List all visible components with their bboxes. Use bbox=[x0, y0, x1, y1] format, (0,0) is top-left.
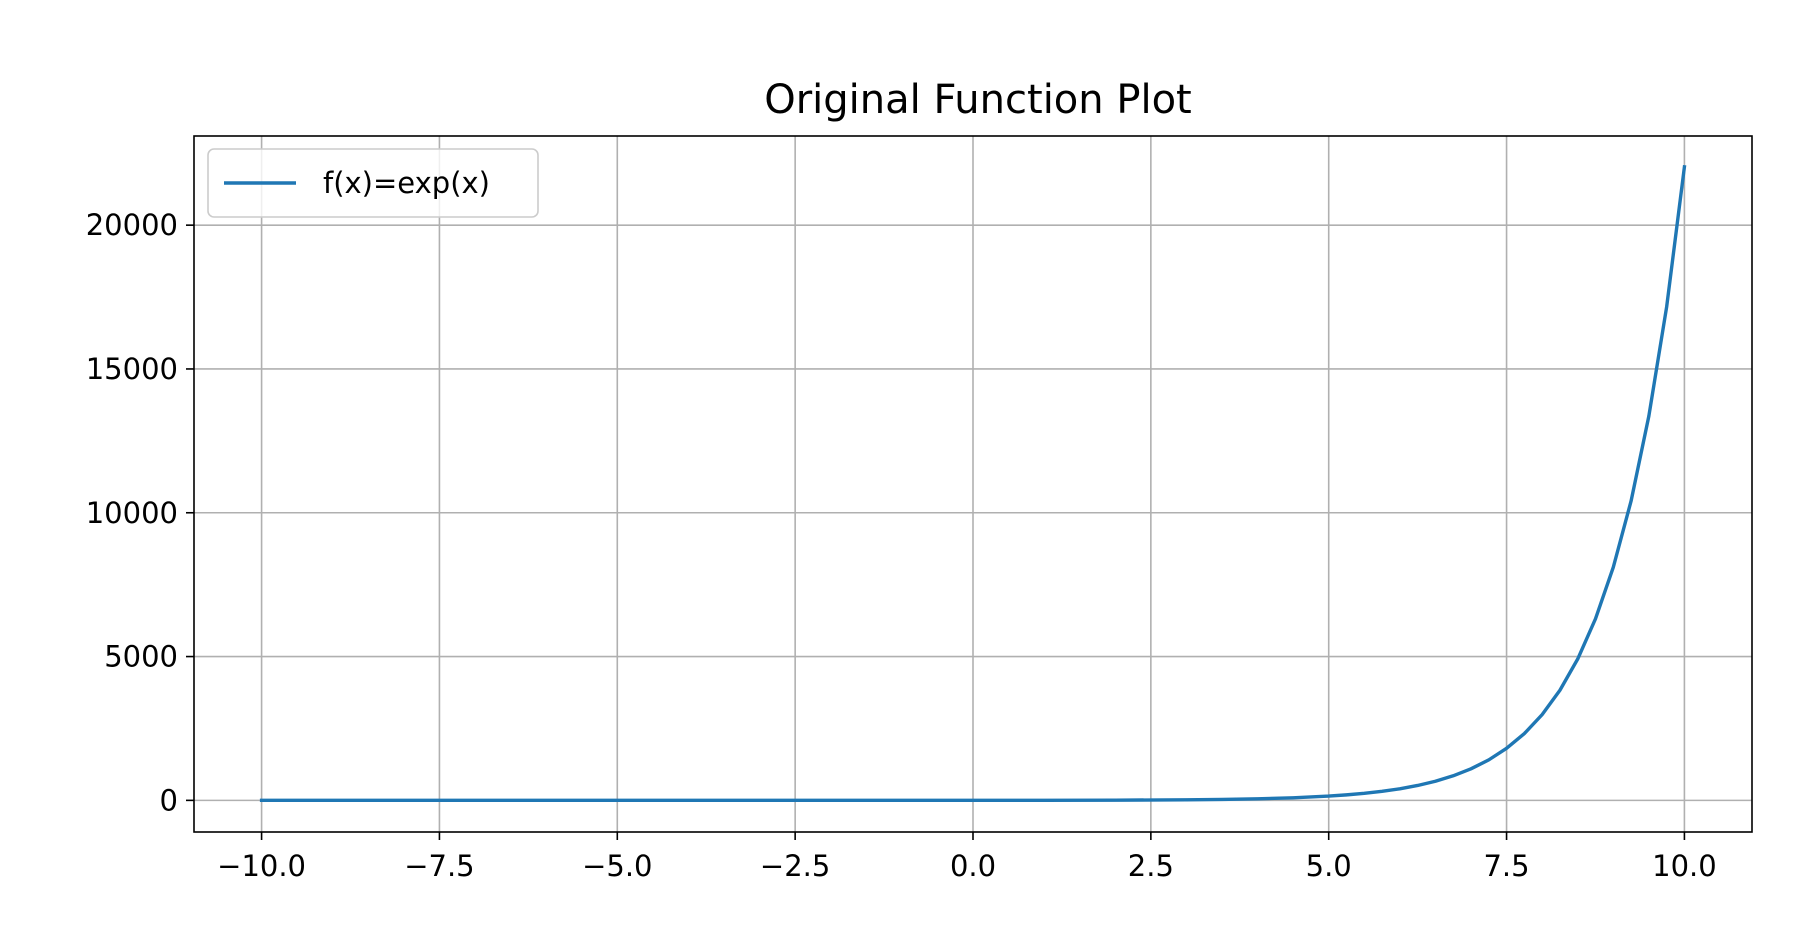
x-tick-label: 10.0 bbox=[1652, 849, 1717, 883]
x-tick-label: 7.5 bbox=[1483, 849, 1529, 883]
chart-title: Original Function Plot bbox=[764, 77, 1191, 123]
legend-label: f(x)=exp(x) bbox=[323, 166, 490, 200]
x-tick-label: 5.0 bbox=[1306, 849, 1352, 883]
x-tick-label: −7.5 bbox=[404, 849, 474, 883]
x-tick-label: −10.0 bbox=[217, 849, 306, 883]
y-tick-label: 15000 bbox=[86, 352, 178, 386]
series-layer bbox=[259, 164, 1687, 803]
y-tick-label: 10000 bbox=[86, 496, 178, 530]
x-tick-label: 2.5 bbox=[1128, 849, 1174, 883]
y-tick-label: 0 bbox=[160, 783, 178, 817]
x-tick-label: 0.0 bbox=[950, 849, 996, 883]
axis-ticks: −10.0 −7.5 −5.0 −2.5 0.0 2.5 5.0 7.5 10.0 0 5000 10… bbox=[86, 208, 1717, 883]
y-tick-label: 20000 bbox=[86, 208, 178, 242]
x-tick-label: −2.5 bbox=[760, 849, 830, 883]
y-tick-label: 5000 bbox=[104, 640, 178, 674]
legend-box bbox=[207, 148, 539, 218]
x-tick-label: −5.0 bbox=[582, 849, 652, 883]
legend: f(x)=exp(x) bbox=[207, 148, 539, 218]
series-line-0 bbox=[259, 164, 1687, 803]
